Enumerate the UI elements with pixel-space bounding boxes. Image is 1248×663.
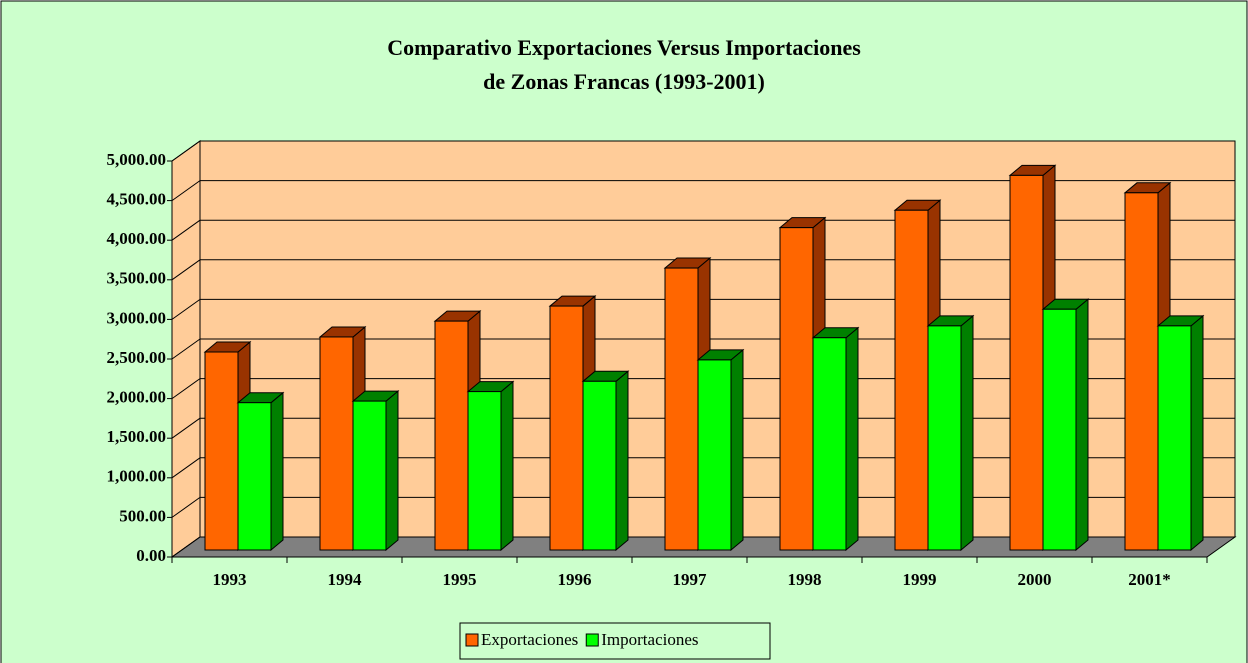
x-tick-label: 2000 — [1018, 570, 1052, 589]
x-tick-label: 1997 — [673, 570, 708, 589]
legend: Exportaciones Importaciones — [459, 622, 771, 660]
bar-side — [845, 326, 859, 552]
grid-line — [171, 536, 201, 558]
grid-line — [171, 378, 201, 400]
bar — [696, 348, 745, 552]
bar-front — [549, 305, 584, 551]
x-tick-label: 1999 — [903, 570, 937, 589]
y-tick-label: 3,500.00 — [107, 269, 167, 288]
x-tick-label: 1998 — [788, 570, 822, 589]
grid-line — [171, 457, 201, 479]
grid-line — [171, 338, 201, 360]
grid-line — [171, 259, 201, 281]
legend-label: Importaciones — [601, 630, 698, 649]
x-tick-label: 2001* — [1128, 570, 1171, 589]
legend-swatch — [465, 633, 479, 647]
bar — [926, 314, 975, 552]
bar-side — [960, 314, 974, 552]
bar-front — [237, 402, 272, 551]
y-tick-label: 3,000.00 — [107, 308, 167, 327]
grid-line — [171, 298, 201, 320]
bar-front — [697, 359, 732, 551]
bar — [1123, 181, 1172, 552]
bar-side — [270, 391, 284, 552]
bar-front — [779, 227, 814, 551]
y-tick-label: 2,500.00 — [107, 348, 167, 367]
legend-box — [459, 622, 771, 660]
bar-side — [385, 390, 399, 552]
y-tick-label: 5,000.00 — [107, 150, 167, 169]
y-tick-label: 4,500.00 — [107, 190, 167, 209]
bar — [1156, 314, 1205, 552]
grid-line — [171, 180, 201, 202]
bar-front — [204, 351, 239, 551]
legend-label: Exportaciones — [481, 630, 578, 649]
x-tick-label: 1993 — [213, 570, 247, 589]
bar-side — [615, 370, 629, 552]
y-tick-label: 2,000.00 — [107, 388, 167, 407]
bar-front — [352, 400, 387, 551]
bar-front — [1042, 308, 1077, 551]
bar-front — [434, 320, 469, 551]
grid-line — [171, 219, 201, 241]
bar-side — [1190, 314, 1204, 552]
bar — [1041, 298, 1090, 552]
bar — [236, 391, 285, 552]
y-tick-label: 4,000.00 — [107, 229, 167, 248]
grid-line — [171, 140, 201, 162]
grid-line — [171, 496, 201, 518]
bar — [811, 326, 860, 552]
y-tick-label: 500.00 — [119, 506, 166, 525]
y-tick-label: 1,500.00 — [107, 427, 167, 446]
bar-front — [894, 209, 929, 551]
y-tick-label: 0.00 — [136, 546, 166, 565]
bar-front — [1124, 192, 1159, 551]
bar-front — [1009, 174, 1044, 551]
legend-swatch — [585, 633, 599, 647]
bar-side — [500, 380, 514, 552]
bar-front — [812, 337, 847, 551]
grid-line — [171, 417, 201, 439]
bar-front — [319, 336, 354, 551]
bar-front — [664, 267, 699, 551]
bar — [466, 380, 515, 552]
bar-side — [730, 348, 744, 552]
x-tick-label: 1996 — [558, 570, 592, 589]
bar-side — [1075, 298, 1089, 552]
x-tick-label: 1995 — [443, 570, 477, 589]
y-tick-label: 1,000.00 — [107, 467, 167, 486]
bar-front — [467, 391, 502, 551]
chart-title: Comparativo Exportaciones Versus Importa… — [387, 35, 861, 60]
x-tick-label: 1994 — [328, 570, 363, 589]
bar-front — [927, 325, 962, 551]
bar — [351, 390, 400, 552]
chart-title: de Zonas Francas (1993-2001) — [483, 69, 765, 94]
bar — [581, 370, 630, 552]
bar-front — [582, 380, 617, 551]
bar-front — [1157, 325, 1192, 551]
